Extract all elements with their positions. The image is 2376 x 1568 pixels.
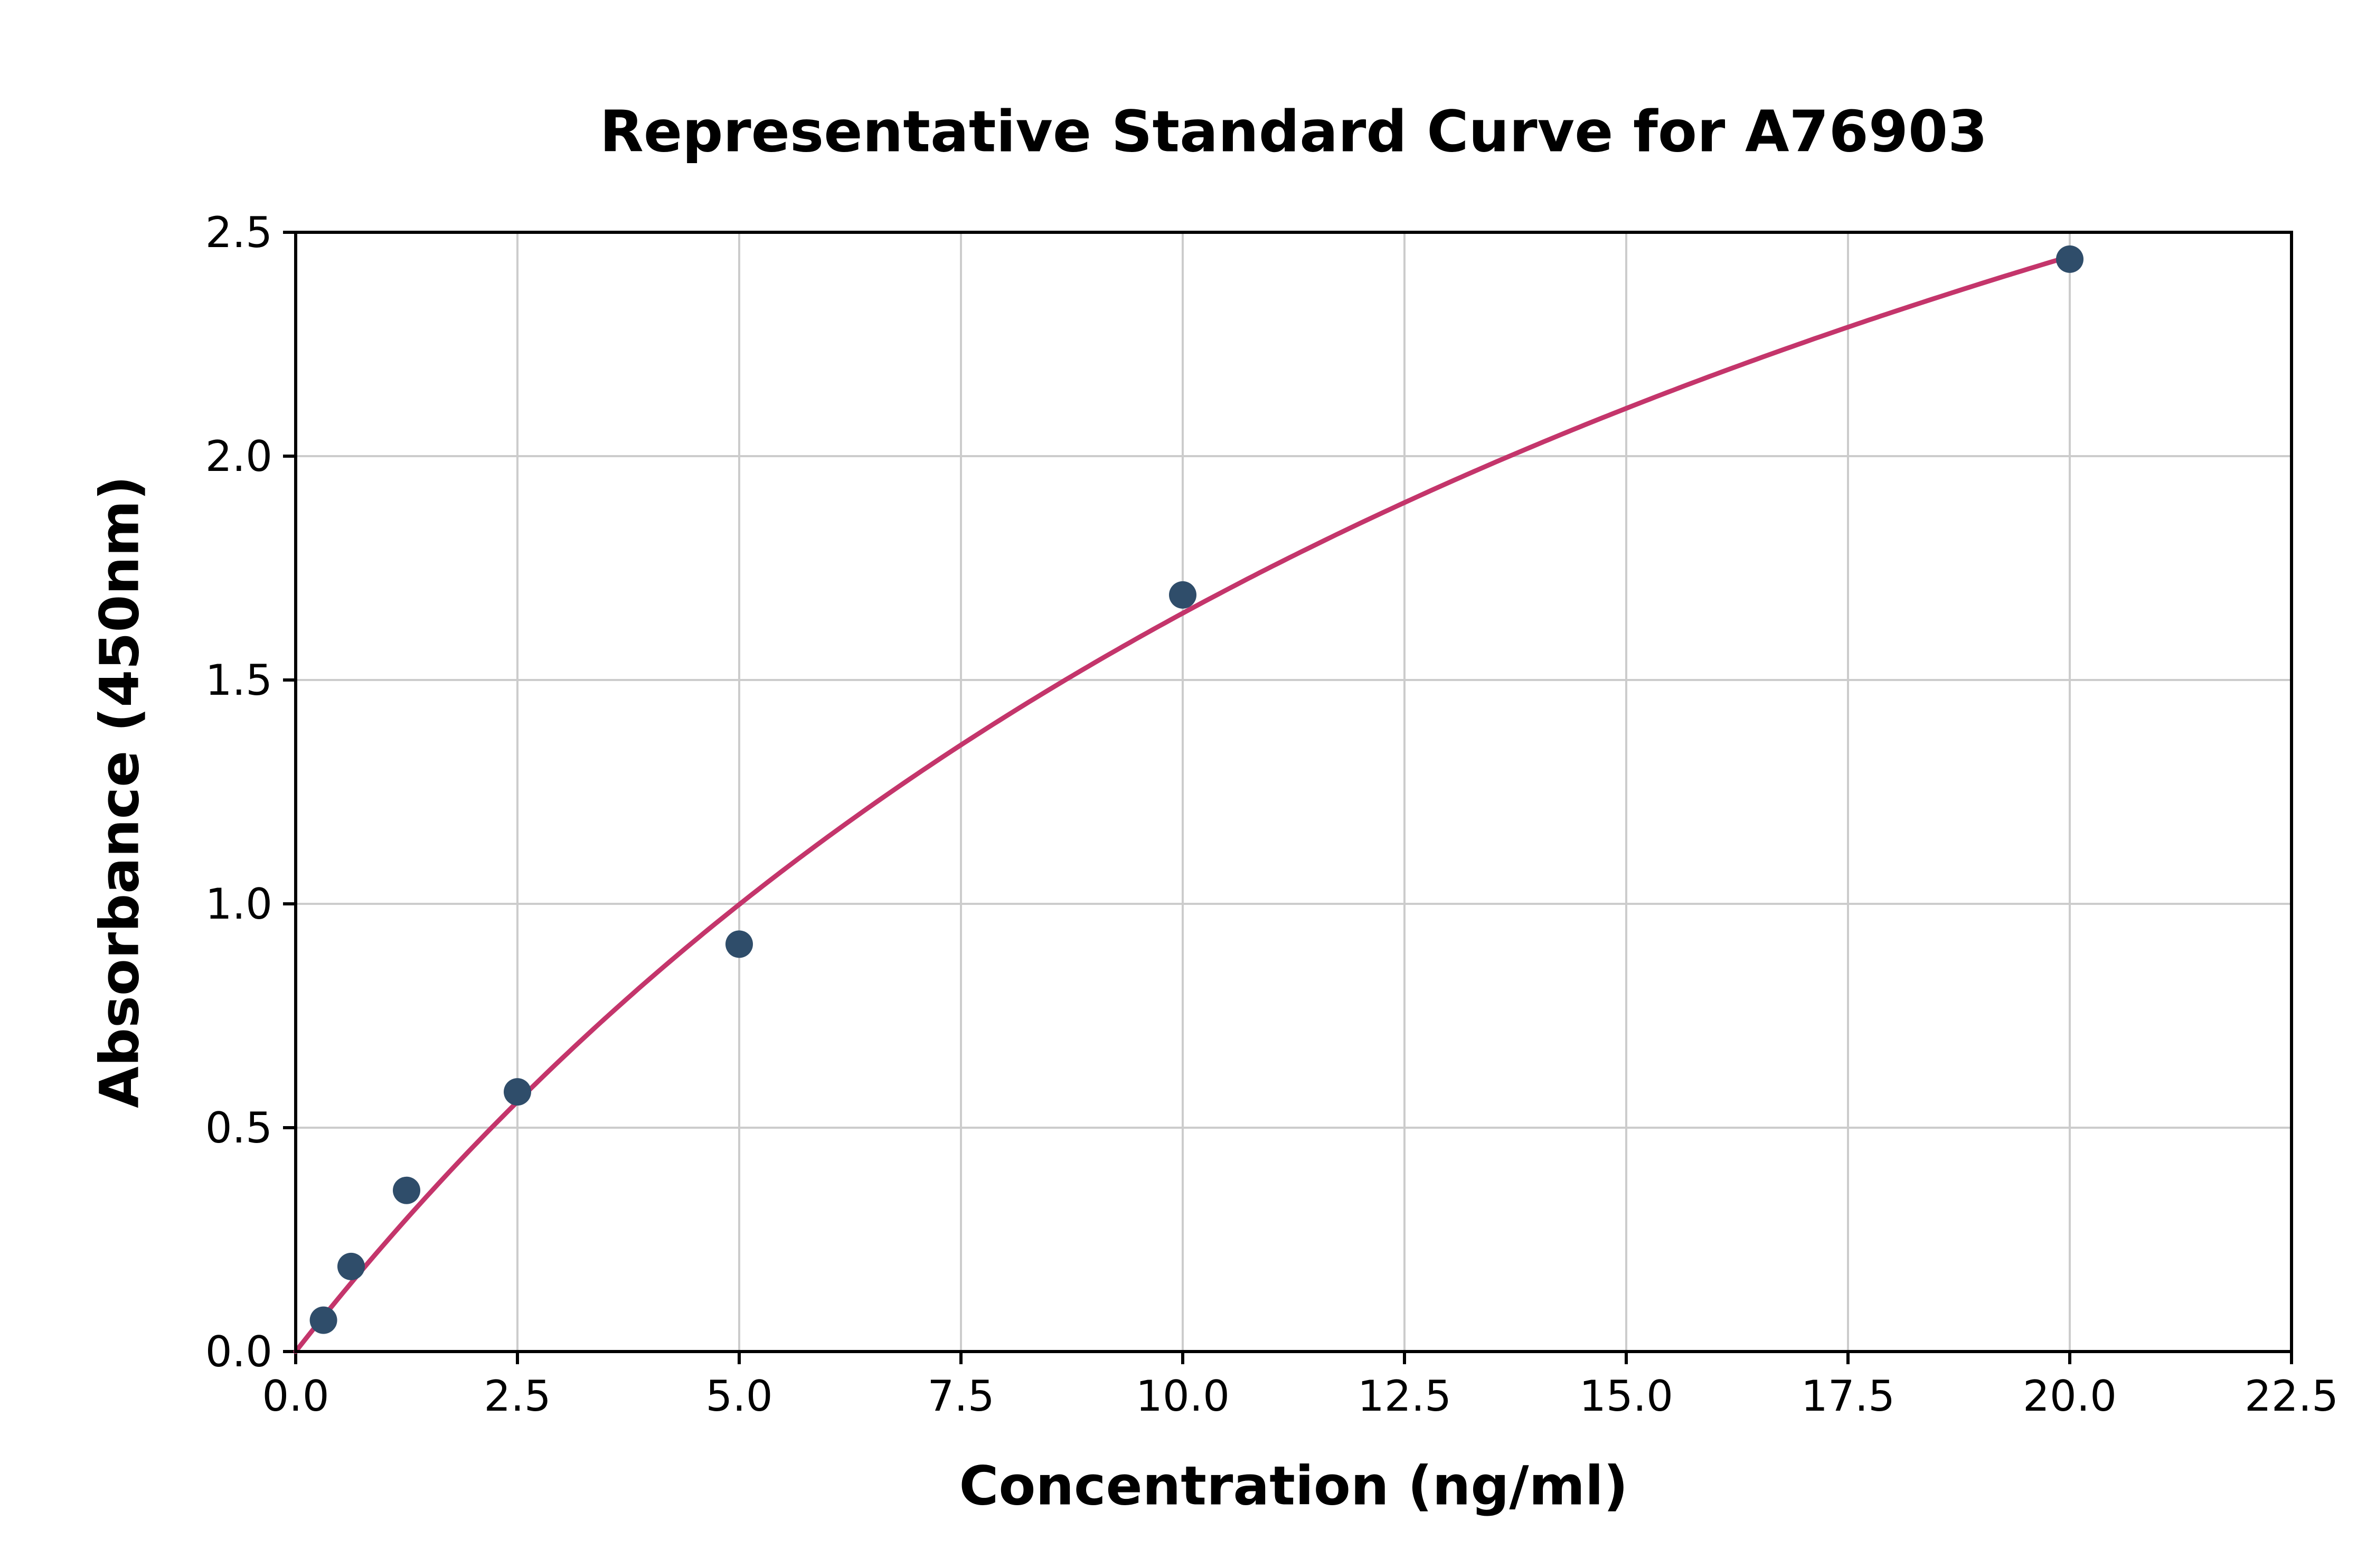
x-tick-label: 20.0 [2023, 1372, 2117, 1421]
x-tick-label: 5.0 [705, 1372, 772, 1421]
y-tick-label: 1.5 [205, 656, 272, 705]
y-axis-label: Absorbance (450nm) [88, 476, 152, 1108]
fitted-curve [293, 254, 2072, 1354]
x-tick-label: 12.5 [1357, 1372, 1451, 1421]
y-tick-label: 0.5 [205, 1103, 272, 1153]
chart-title: Representative Standard Curve for A76903 [599, 99, 1988, 165]
x-tick-label: 0.0 [262, 1372, 329, 1421]
data-point [725, 930, 753, 958]
data-point [1169, 581, 1196, 609]
x-tick-label: 17.5 [1801, 1372, 1895, 1421]
x-tick-label: 22.5 [2245, 1372, 2339, 1421]
y-tick-label: 2.5 [205, 208, 272, 257]
x-tick-label: 10.0 [1136, 1372, 1230, 1421]
data-point [309, 1306, 337, 1334]
data-point [393, 1176, 420, 1204]
y-tick-label: 0.0 [205, 1327, 272, 1376]
y-tick-label: 1.0 [205, 880, 272, 929]
data-point [337, 1252, 365, 1280]
x-axis-label: Concentration (ng/ml) [959, 1454, 1628, 1518]
axes-spines [294, 231, 2293, 1353]
data-point [504, 1078, 531, 1106]
y-tick-label: 2.0 [205, 432, 272, 481]
x-tick-label: 2.5 [484, 1372, 551, 1421]
data-point [2056, 245, 2083, 273]
x-tick-label: 15.0 [1579, 1372, 1673, 1421]
x-tick-label: 7.5 [927, 1372, 994, 1421]
